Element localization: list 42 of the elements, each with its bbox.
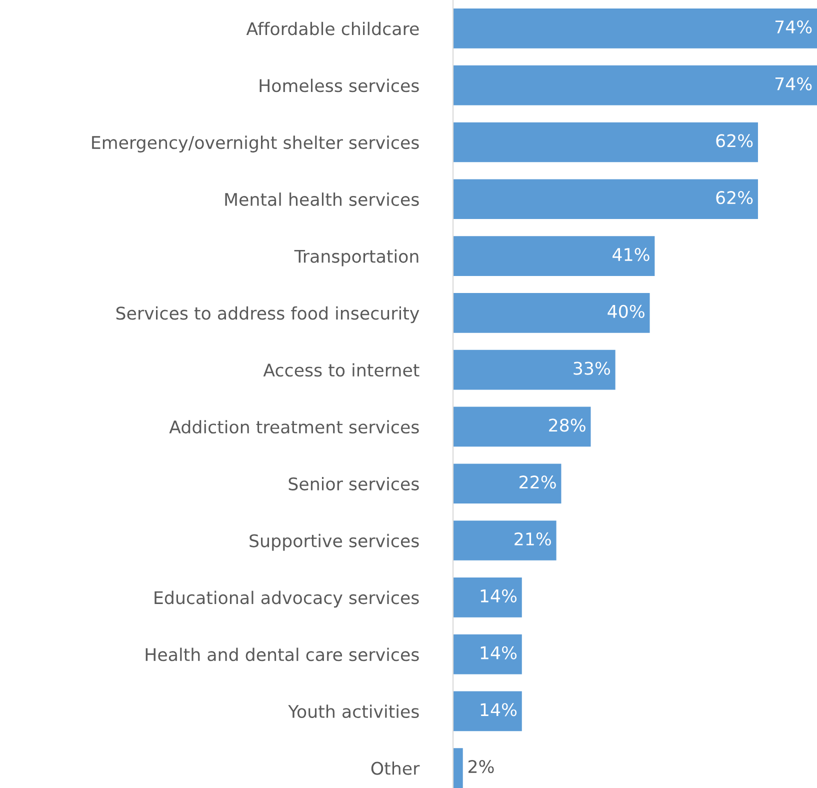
y-tick-label: Other — [371, 761, 420, 775]
y-tick-label: Addiction treatment services — [169, 420, 419, 434]
y-tick-label: Transportation — [294, 249, 418, 266]
y-tick-label: Affordable childcare — [246, 22, 419, 36]
data-label: 41% — [612, 248, 650, 262]
data-label: 33% — [574, 362, 610, 375]
bar — [453, 350, 616, 390]
data-label: 22% — [520, 476, 556, 489]
data-label: 14% — [480, 589, 517, 602]
bar — [453, 634, 522, 674]
data-label: 21% — [514, 532, 551, 546]
bar — [453, 464, 562, 504]
bar — [453, 406, 591, 447]
data-label: 74% — [775, 77, 812, 90]
bar — [453, 236, 655, 276]
data-label: 14% — [480, 646, 517, 660]
bar — [453, 293, 650, 333]
data-label: 74% — [775, 20, 812, 34]
y-tick-label: Homeless services — [260, 78, 419, 92]
y-tick-label: Educational advocacy services — [154, 590, 419, 608]
y-tick-label: Mental health services — [225, 192, 419, 206]
bar — [453, 520, 556, 560]
data-label: 62% — [716, 134, 753, 148]
bar — [453, 577, 522, 618]
bar — [453, 748, 463, 788]
y-tick-label: Access to internet — [263, 363, 420, 377]
y-tick-label: Supportive services — [250, 534, 419, 551]
data-label: 2% — [468, 760, 494, 774]
y-tick-label: Youth activities — [288, 704, 419, 718]
bar — [453, 122, 758, 162]
data-label: 62% — [716, 191, 753, 204]
data-label: 28% — [549, 418, 586, 432]
data-label: 14% — [480, 703, 517, 716]
y-tick-label: Services to address food insecurity — [116, 306, 420, 324]
y-tick-label: Senior services — [288, 477, 419, 490]
data-label: 40% — [608, 304, 644, 318]
y-tick-label: Health and dental care services — [146, 648, 419, 662]
bar — [453, 65, 817, 106]
bar — [453, 691, 522, 732]
y-tick-label: Emergency/overnight shelter services — [92, 136, 419, 152]
bar — [453, 8, 817, 48]
bar — [453, 179, 758, 220]
